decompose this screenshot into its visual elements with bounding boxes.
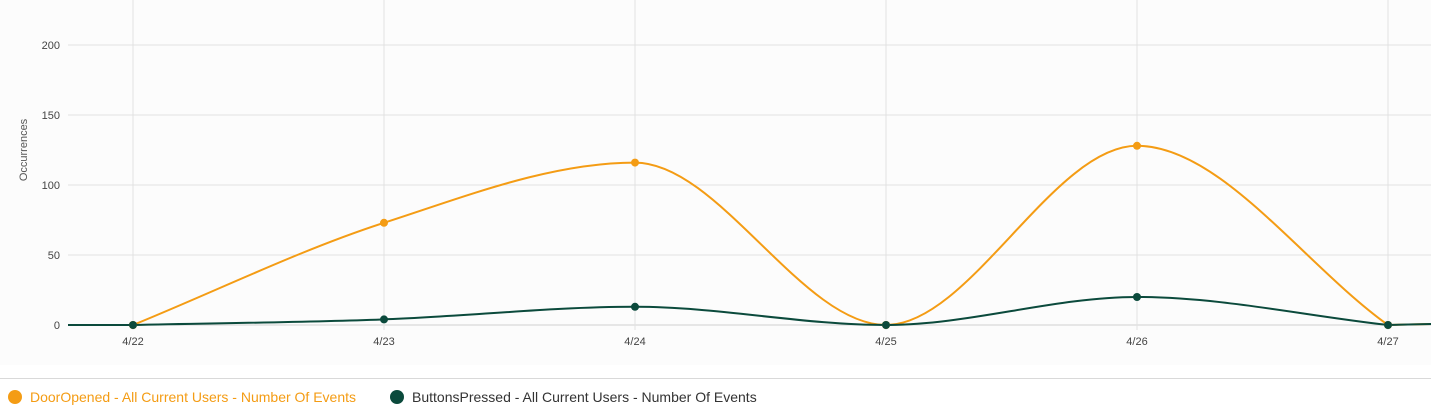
legend-item-door-opened[interactable]: DoorOpened - All Current Users - Number … xyxy=(8,389,356,405)
series-line-tail xyxy=(1387,323,1431,326)
x-axis: 4/22 4/23 4/24 4/25 4/26 4/27 xyxy=(122,336,1398,348)
chart-area: 0 50 100 150 200 4/22 4/23 4/24 4/25 4/26 4/27 Oc… xyxy=(18,0,1431,348)
series-line xyxy=(132,144,1389,327)
data-point[interactable] xyxy=(882,321,890,329)
x-tick-label: 4/26 xyxy=(1126,336,1147,348)
y-axis-title: Occurrences xyxy=(18,118,30,181)
x-tick-label: 4/23 xyxy=(373,336,394,348)
data-point[interactable] xyxy=(1133,293,1141,301)
legend-divider xyxy=(0,378,1431,379)
x-tick-label: 4/22 xyxy=(122,336,143,348)
data-point[interactable] xyxy=(1384,321,1392,329)
legend-label: ButtonsPressed - All Current Users - Num… xyxy=(412,389,757,405)
y-tick-label: 0 xyxy=(54,320,60,332)
line-chart: 0 50 100 150 200 4/22 4/23 4/24 4/25 4/26 4/27 Oc… xyxy=(18,0,1431,348)
series xyxy=(68,141,1431,329)
y-axis: 0 50 100 150 200 xyxy=(42,40,60,332)
y-tick-label: 150 xyxy=(42,110,60,122)
grid xyxy=(68,0,1431,330)
data-point[interactable] xyxy=(1133,141,1141,150)
data-point[interactable] xyxy=(380,218,388,227)
y-tick-label: 200 xyxy=(42,40,60,52)
legend: DoorOpened - All Current Users - Number … xyxy=(8,386,791,408)
series-line xyxy=(132,295,1389,327)
x-tick-label: 4/24 xyxy=(624,336,645,348)
x-tick-label: 4/27 xyxy=(1377,336,1398,348)
data-point[interactable] xyxy=(129,321,137,329)
legend-dot-icon xyxy=(8,390,22,404)
y-tick-label: 50 xyxy=(48,250,60,262)
data-point[interactable] xyxy=(631,158,639,167)
data-point[interactable] xyxy=(631,302,639,311)
y-tick-label: 100 xyxy=(42,180,60,192)
x-tick-label: 4/25 xyxy=(875,336,896,348)
legend-label: DoorOpened - All Current Users - Number … xyxy=(30,389,357,405)
legend-item-buttons-pressed[interactable]: ButtonsPressed - All Current Users - Num… xyxy=(390,389,757,405)
data-point[interactable] xyxy=(380,315,388,324)
legend-dot-icon xyxy=(390,390,405,404)
